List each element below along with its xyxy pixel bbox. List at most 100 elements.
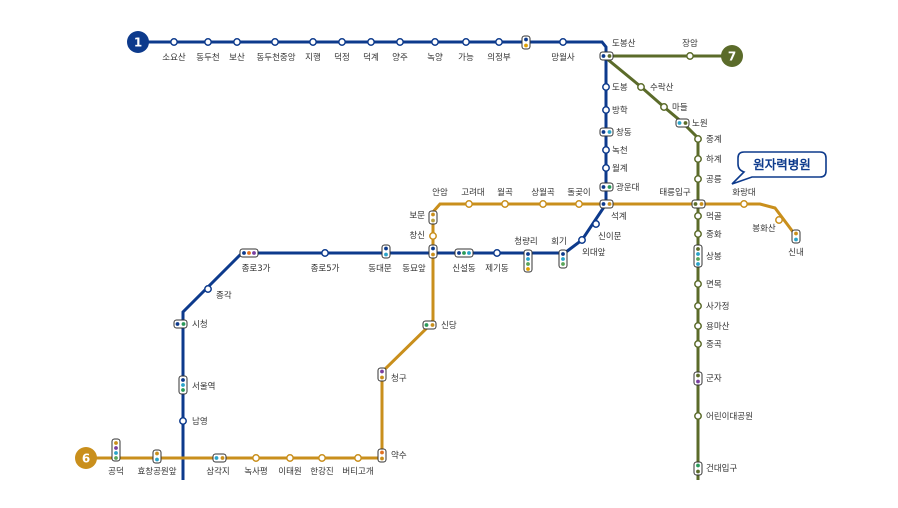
- station-dot-junghwa[interactable]: [694, 230, 702, 238]
- station-dot-dongducheon[interactable]: [204, 38, 212, 46]
- station-dot-namyeong[interactable]: [179, 417, 187, 425]
- station-dot-myeonmok[interactable]: [694, 280, 702, 288]
- transfer-hoegi[interactable]: [558, 249, 568, 269]
- label-suraksan: 수락산: [650, 82, 674, 93]
- line-7-badge[interactable]: 7: [721, 45, 743, 67]
- station-dot-sinimun[interactable]: [592, 220, 600, 228]
- transfer-dobongsan[interactable]: [599, 51, 614, 61]
- transfer-hyochang[interactable]: [152, 449, 162, 464]
- station-dot-dolgoji[interactable]: [575, 200, 583, 208]
- transfer-sicheong[interactable]: [173, 319, 188, 329]
- transfer-cheongnyangni[interactable]: [523, 249, 533, 273]
- station-dot-soyosan[interactable]: [170, 38, 178, 46]
- transfer-sangbong[interactable]: [693, 244, 703, 268]
- station-dot-changsin[interactable]: [429, 232, 437, 240]
- station-dot-jangam[interactable]: [686, 52, 694, 60]
- transfer-uijeongbu-light[interactable]: [521, 35, 531, 50]
- station-dot-hwarangdae[interactable]: [740, 200, 748, 208]
- transfer-sindang[interactable]: [422, 320, 437, 330]
- transfer-jongno3[interactable]: [239, 248, 259, 258]
- label-seokgye: 석계: [611, 211, 627, 222]
- label-taereung: 태릉입구: [659, 188, 690, 198]
- station-dot-sangwolgok[interactable]: [539, 200, 547, 208]
- station-dot-yangju[interactable]: [396, 38, 404, 46]
- station-dot-bosan[interactable]: [233, 38, 241, 46]
- station-dot-sagajeong[interactable]: [694, 302, 702, 310]
- hospital-callout[interactable]: 원자력병원: [731, 151, 827, 185]
- station-dot-jegidong[interactable]: [493, 249, 501, 257]
- label-korea-univ: 고려대: [461, 187, 484, 198]
- transfer-seokgye[interactable]: [599, 199, 614, 209]
- station-dot-bonghwasan[interactable]: [775, 216, 783, 224]
- station-dot-hagye[interactable]: [694, 155, 702, 163]
- transfer-dongmyo[interactable]: [428, 244, 438, 259]
- station-dot-banghak[interactable]: [602, 106, 610, 114]
- label-oedaeap: 외대앞: [582, 247, 606, 258]
- station-dot-nokcheon[interactable]: [602, 146, 610, 154]
- transfer-taereung[interactable]: [691, 199, 706, 209]
- transfer-dongdaemun[interactable]: [381, 244, 391, 259]
- label-ganeung: 가능: [458, 53, 474, 63]
- label-sangwolgok: 상월곡: [531, 187, 555, 198]
- label-sinnae: 신내: [788, 248, 804, 258]
- transfer-gongdeok[interactable]: [111, 438, 121, 462]
- station-dot-oedaeap[interactable]: [578, 236, 586, 244]
- station-dot-jihaeng[interactable]: [309, 38, 317, 46]
- transfer-konkuk[interactable]: [693, 461, 703, 476]
- station-dot-korea-univ[interactable]: [465, 200, 473, 208]
- station-dot-uijeongbu[interactable]: [495, 38, 503, 46]
- station-dot-suraksan[interactable]: [637, 83, 645, 91]
- transfer-cheonggu[interactable]: [377, 367, 387, 382]
- station-dot-noksapyeong[interactable]: [252, 454, 260, 462]
- transfer-sinnae[interactable]: [791, 229, 801, 244]
- label-mangwolsa: 망월사: [551, 52, 575, 63]
- label-cheongnyangni: 청량리: [514, 236, 537, 247]
- station-dot-mangwolsa[interactable]: [559, 38, 567, 46]
- transfer-bomun[interactable]: [428, 210, 438, 225]
- label-dongducheon-jungang: 동두천중앙: [256, 52, 295, 63]
- station-dot-junggye[interactable]: [694, 135, 702, 143]
- station-dot-jongno5[interactable]: [321, 249, 329, 257]
- transfer-gunja[interactable]: [693, 371, 703, 386]
- station-dot-yongmasan[interactable]: [694, 322, 702, 330]
- label-beotigogae: 버티고개: [342, 466, 373, 477]
- line-1-badge[interactable]: 1: [127, 31, 149, 53]
- station-dot-jonggak[interactable]: [204, 285, 212, 293]
- label-yongmasan: 용마산: [706, 321, 730, 332]
- label-noksapyeong: 녹사평: [244, 466, 267, 477]
- transfer-samgakji[interactable]: [212, 453, 227, 463]
- label-wolgye: 월계: [612, 163, 628, 174]
- label-yangju: 양주: [392, 52, 408, 63]
- line-6-badge[interactable]: 6: [75, 447, 97, 469]
- label-seoulyeok: 서울역: [192, 381, 215, 392]
- transfer-nowon[interactable]: [675, 118, 690, 128]
- transfer-gwangundae[interactable]: [599, 182, 614, 192]
- callout-text: 원자력병원: [753, 157, 811, 172]
- station-dot-junggok[interactable]: [694, 340, 702, 348]
- station-dot-gongneung[interactable]: [694, 175, 702, 183]
- label-dolgoji: 돌곶이: [567, 187, 590, 198]
- station-dot-dongducheon-jungang[interactable]: [271, 38, 279, 46]
- station-dot-madeul[interactable]: [660, 103, 668, 111]
- station-dot-deokjeong[interactable]: [338, 38, 346, 46]
- station-dot-nogyang[interactable]: [431, 38, 439, 46]
- station-dot-wolgye[interactable]: [602, 164, 610, 172]
- label-deokgye: 덕계: [363, 52, 379, 63]
- station-dot-dobong[interactable]: [602, 83, 610, 91]
- station-dot-beotigogae[interactable]: [354, 454, 362, 462]
- station-dot-wolgok[interactable]: [501, 200, 509, 208]
- label-junggok: 중곡: [706, 340, 722, 350]
- station-dot-hangangjin[interactable]: [318, 454, 326, 462]
- station-dot-ganeung[interactable]: [462, 38, 470, 46]
- station-dot-itaewon[interactable]: [286, 454, 294, 462]
- station-dot-deokgye[interactable]: [367, 38, 375, 46]
- station-dot-meokgol[interactable]: [694, 212, 702, 220]
- station-dot-childrens-park[interactable]: [694, 412, 702, 420]
- label-jongno3: 종로3가: [242, 264, 271, 274]
- transfer-yaksu[interactable]: [377, 448, 387, 463]
- transfer-changdong[interactable]: [599, 127, 614, 137]
- line-1-west-path: [181, 251, 566, 480]
- transfer-sinseoldong[interactable]: [454, 248, 474, 258]
- transfer-seoulyeok[interactable]: [178, 375, 188, 395]
